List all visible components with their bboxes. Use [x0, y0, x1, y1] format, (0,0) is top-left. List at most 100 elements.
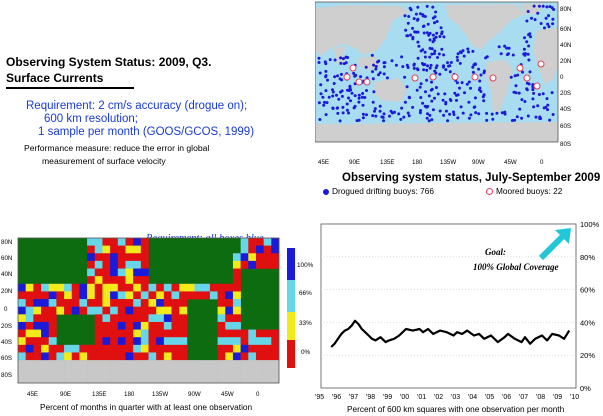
- land-north-america: [445, 4, 525, 50]
- grid-x-tick-90w: 90W: [188, 391, 201, 398]
- y-tick-80n: 80N: [560, 6, 571, 13]
- grid-cell: [217, 367, 226, 376]
- map-frame: [315, 1, 559, 143]
- drifter-dot: [341, 57, 345, 61]
- grid-cell: [271, 238, 280, 246]
- performance-line-2: measurement of surface velocity: [42, 156, 166, 166]
- grid-cell: [156, 329, 165, 338]
- drifter-dot: [415, 67, 419, 71]
- drifter-dot: [538, 117, 542, 120]
- drifter-dot: [443, 92, 447, 96]
- drifter-dot: [357, 100, 361, 104]
- grid-cell: [125, 375, 134, 384]
- grid-cell: [102, 260, 111, 269]
- grid-cell: [117, 238, 126, 246]
- grid-cell: [148, 367, 157, 376]
- grid-cell: [209, 360, 218, 369]
- grid-cell: [87, 367, 96, 376]
- moored-ring: [429, 73, 437, 81]
- grid-cell: [94, 245, 103, 254]
- line-chart-x-tick: '05: [485, 394, 494, 401]
- drifter-dot: [318, 118, 322, 121]
- colorbar: [287, 248, 295, 368]
- grid-cell: [56, 306, 65, 315]
- grid-cell: [125, 238, 134, 246]
- drifter-dot: [426, 64, 430, 68]
- grid-cell: [102, 344, 111, 353]
- drifter-dot: [547, 25, 551, 29]
- drifter-dot: [425, 4, 429, 8]
- grid-cell: [263, 337, 272, 346]
- drifter-dot: [448, 70, 452, 74]
- grid-cell: [94, 268, 103, 277]
- drifter-dot: [411, 105, 415, 109]
- grid-cell: [79, 344, 88, 353]
- grid-cell: [125, 253, 134, 262]
- line-chart-x-tick: '96: [332, 394, 341, 401]
- drifter-dot: [432, 37, 436, 41]
- drifter-dot: [435, 64, 439, 68]
- drifter-dot: [434, 86, 438, 89]
- grid-cell: [94, 314, 103, 323]
- drifter-dot: [435, 20, 439, 23]
- drifter-dot: [359, 75, 363, 79]
- grid-cell: [64, 360, 73, 369]
- drifter-dot: [532, 91, 536, 95]
- title-underline: [6, 87, 134, 89]
- grid-cell: [41, 352, 50, 361]
- grid-cell: [117, 367, 126, 376]
- grid-cell: [102, 238, 111, 246]
- drifter-dot: [533, 18, 537, 22]
- grid-cell: [171, 299, 180, 307]
- grid-cell: [255, 329, 264, 338]
- grid-cell: [94, 238, 103, 246]
- drifter-dot: [442, 113, 446, 117]
- drifter-dot: [552, 8, 556, 11]
- grid-cell: [163, 299, 172, 307]
- grid-cell: [263, 344, 272, 353]
- grid-cell: [240, 344, 249, 353]
- requirement-line-1: Requirement: 2 cm/s accuracy (drogue on)…: [26, 100, 248, 112]
- line-chart-x-tick: '02: [434, 394, 443, 401]
- grid-cell: [79, 299, 88, 307]
- moored-ring: [489, 74, 497, 82]
- grid-cell: [41, 337, 50, 346]
- grid-cell: [117, 253, 126, 262]
- grid-cell: [163, 337, 172, 346]
- drifter-dot: [348, 84, 352, 88]
- grid-cell: [41, 314, 50, 323]
- grid-cell: [18, 291, 26, 300]
- drifter-dot: [402, 115, 406, 119]
- grid-cell: [225, 344, 234, 353]
- drifter-dot: [527, 33, 530, 37]
- drifter-dot: [427, 94, 431, 98]
- drifter-legend-marker: [323, 188, 329, 195]
- colorbar-blue: [287, 248, 295, 280]
- drifter-dot: [373, 109, 376, 113]
- grid-cell: [102, 306, 111, 315]
- grid-cell: [232, 314, 241, 323]
- grid-cell: [225, 321, 234, 330]
- grid-cell: [94, 344, 103, 353]
- grid-cell: [94, 352, 103, 361]
- grid-cell: [64, 306, 73, 315]
- drifter-dot: [333, 75, 337, 79]
- grid-cell: [110, 306, 119, 315]
- drifter-dot: [456, 93, 460, 97]
- drifter-dot: [460, 81, 464, 85]
- drifter-dot: [318, 71, 322, 75]
- drifter-dot: [429, 63, 433, 67]
- drifter-dot: [421, 101, 425, 105]
- grid-cell: [94, 291, 103, 300]
- drifter-dot: [550, 91, 554, 95]
- drifter-dot: [458, 50, 462, 54]
- grid-cell: [41, 329, 50, 338]
- grid-cell: [263, 238, 272, 246]
- grid-x-tick-45w: 45W: [221, 391, 234, 398]
- drifter-dot: [324, 69, 328, 73]
- drifter-dot: [442, 35, 446, 39]
- drifter-dot: [357, 93, 361, 97]
- drifter-dots: [317, 4, 556, 123]
- grid-cell: [140, 260, 149, 269]
- grid-cell: [33, 344, 42, 353]
